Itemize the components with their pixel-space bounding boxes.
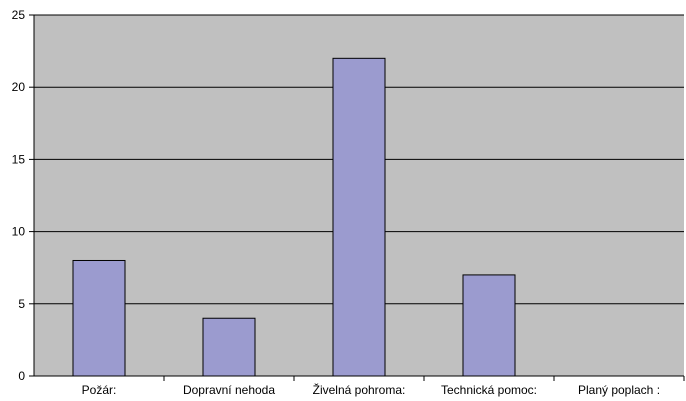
bars [72, 57, 516, 377]
bar [72, 259, 126, 377]
y-tick-label: 15 [12, 152, 26, 166]
x-category-labels: Požár: Dopravní nehoda Živelná pohroma: Tec… [82, 382, 660, 397]
y-tick-label: 20 [12, 80, 26, 94]
y-tick-label: 10 [12, 225, 26, 239]
y-tick-labels: 0 5 10 15 20 25 [12, 8, 26, 383]
x-category-label: Živelná pohroma: [313, 382, 406, 397]
y-tick-label: 25 [12, 8, 26, 22]
y-tick-label: 0 [18, 369, 25, 383]
bar [462, 274, 516, 377]
x-category-label: Požár: [82, 383, 117, 397]
bar [332, 57, 386, 377]
bar [202, 317, 256, 377]
y-tick-label: 5 [18, 297, 25, 311]
axes [29, 14, 685, 381]
x-category-label: Technická pomoc: [441, 383, 537, 397]
x-category-label: Dopravní nehoda [183, 383, 275, 397]
x-category-label: Planý poplach : [578, 383, 660, 397]
